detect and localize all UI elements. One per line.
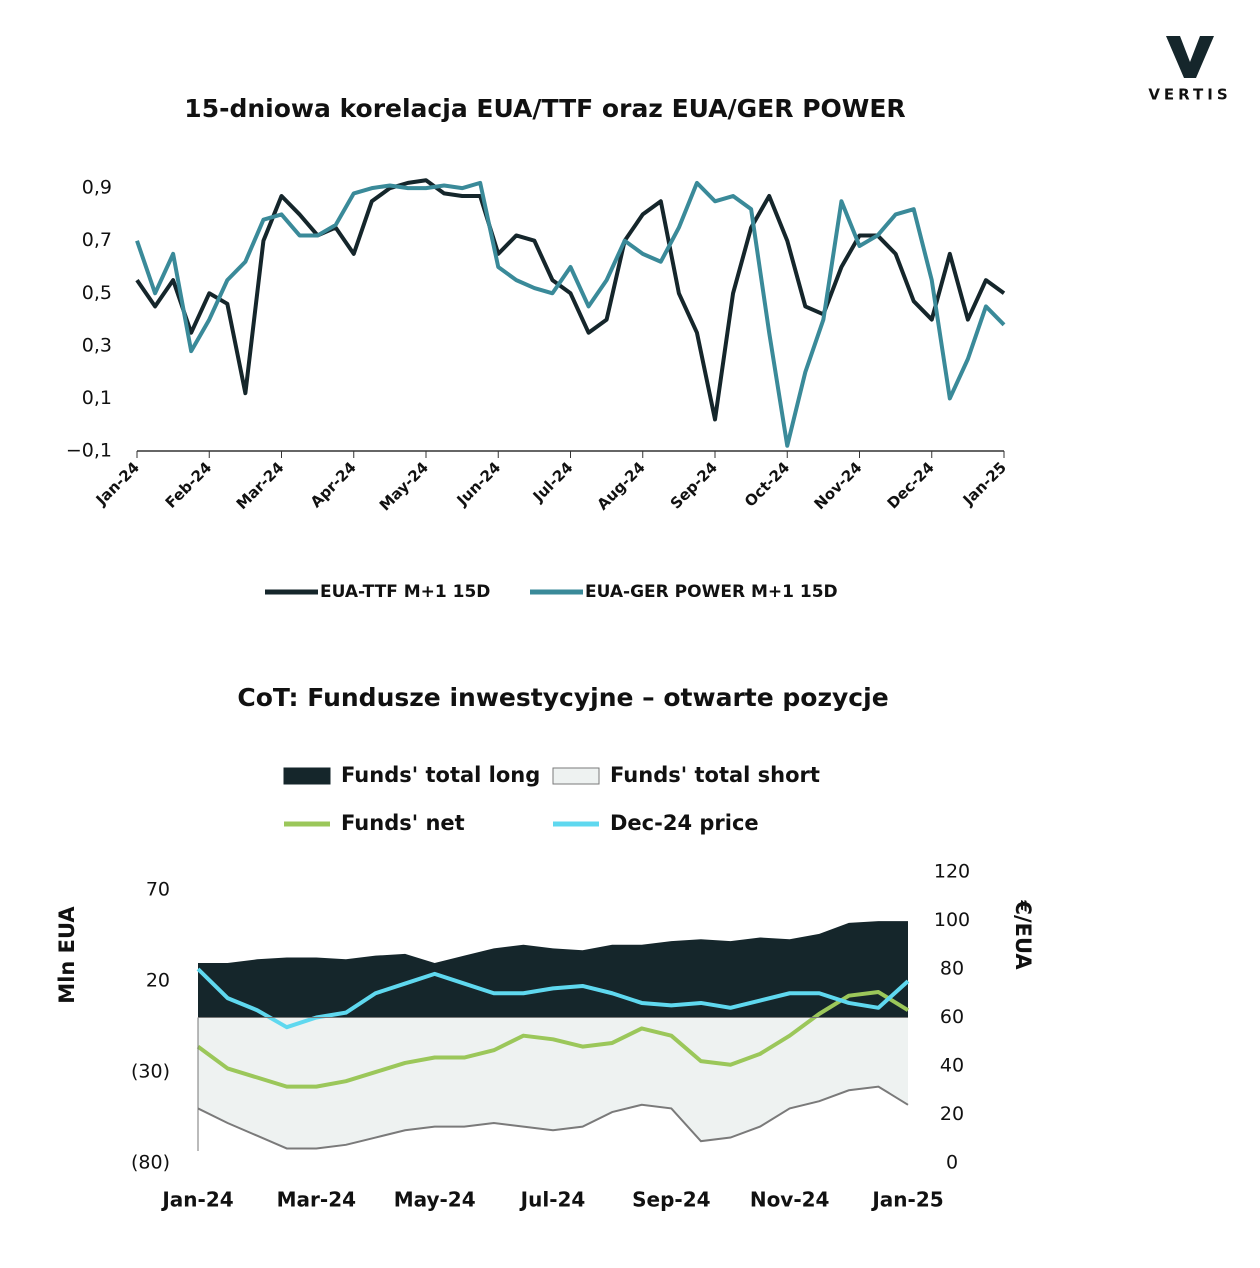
x-tick-label: May-24 <box>376 458 432 514</box>
y-tick-label: 20 <box>146 970 170 992</box>
x-tick-label: Nov-24 <box>811 458 866 513</box>
y2-tick-label: 20 <box>940 1103 964 1125</box>
logo-text: VERTIS <box>1148 86 1231 104</box>
y-tick-label: 0,5 <box>82 282 112 304</box>
y2-tick-label: 0 <box>946 1152 958 1174</box>
legend-label: EUA-TTF M+1 15D <box>320 582 490 602</box>
x-tick-label: Sep-24 <box>632 1188 710 1212</box>
x-tick-label: Aug-24 <box>594 458 649 513</box>
x-tick-label: Jan-24 <box>160 1188 233 1212</box>
area-edge <box>197 1085 909 1150</box>
x-tick-label: Feb-24 <box>162 458 215 511</box>
x-tick-label: Jul-24 <box>519 1188 586 1212</box>
y-axis-title: Mln EUA <box>55 906 79 1004</box>
x-tick-label: Jul-24 <box>529 458 577 506</box>
line <box>135 180 1006 448</box>
x-tick-label: Mar-24 <box>277 1188 356 1212</box>
x-tick-label: May-24 <box>394 1188 476 1212</box>
legend-label: Funds' total short <box>610 763 820 787</box>
y-tick-label: 0,7 <box>82 229 112 251</box>
line <box>196 990 910 1089</box>
x-tick-label: Apr-24 <box>307 458 360 511</box>
x-tick-label: Mar-24 <box>233 458 288 513</box>
legend-swatch <box>283 767 331 785</box>
y2-axis-title: €/EUA <box>1011 899 1035 970</box>
y-tick-label: (30) <box>131 1061 170 1083</box>
x-tick-label: Jan-25 <box>959 458 1010 509</box>
y-tick-label: 0,1 <box>82 387 112 409</box>
x-tick-label: Dec-24 <box>884 458 938 512</box>
y2-tick-label: 100 <box>934 909 970 931</box>
x-tick-label: Nov-24 <box>750 1188 830 1212</box>
y2-tick-label: 40 <box>940 1055 964 1077</box>
x-tick-label: Jun-24 <box>453 458 505 510</box>
legend-label: Funds' net <box>341 811 465 835</box>
legend-label: Dec-24 price <box>610 811 759 835</box>
x-tick-label: Sep-24 <box>667 458 721 512</box>
y-tick-label: −0,1 <box>66 440 112 462</box>
y2-tick-label: 60 <box>940 1006 964 1028</box>
x-tick-label: Jan-24 <box>92 458 143 509</box>
legend-label: Funds' total long <box>341 763 540 787</box>
x-tick-label: Oct-24 <box>741 458 793 510</box>
legend-label: EUA-GER POWER M+1 15D <box>585 582 838 602</box>
y-tick-label: 0,3 <box>82 334 112 356</box>
legend-swatch <box>552 767 600 785</box>
chart-title: 15-dniowa korelacja EUA/TTF oraz EUA/GER… <box>184 94 905 123</box>
area <box>198 921 908 1018</box>
y-tick-label: 0,9 <box>82 177 112 199</box>
x-tick-label: Jan-25 <box>870 1188 943 1212</box>
y-tick-label: 70 <box>146 879 170 901</box>
y2-tick-label: 120 <box>934 861 970 883</box>
y-tick-label: (80) <box>131 1152 170 1174</box>
chart-title: CoT: Fundusze inwestycyjne – otwarte poz… <box>237 683 888 712</box>
y2-tick-label: 80 <box>940 958 964 980</box>
line <box>135 178 1006 422</box>
logo-mark <box>1166 36 1214 78</box>
area <box>198 1017 908 1149</box>
